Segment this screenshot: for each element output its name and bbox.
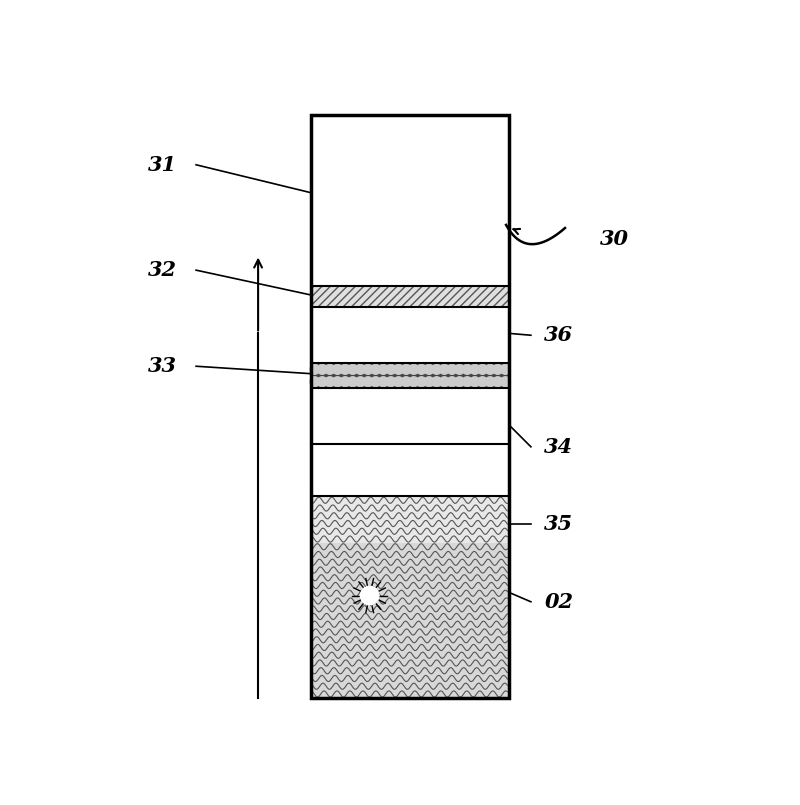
Bar xyxy=(310,308,510,363)
Circle shape xyxy=(432,377,442,386)
Text: 32: 32 xyxy=(147,260,177,280)
Circle shape xyxy=(485,365,495,374)
Circle shape xyxy=(394,365,403,374)
Circle shape xyxy=(462,377,472,386)
Circle shape xyxy=(333,377,342,386)
Circle shape xyxy=(439,377,450,386)
Bar xyxy=(310,388,510,444)
Circle shape xyxy=(424,377,434,386)
Circle shape xyxy=(378,365,388,374)
Circle shape xyxy=(318,377,327,386)
Circle shape xyxy=(454,365,465,374)
Circle shape xyxy=(402,377,411,386)
Circle shape xyxy=(485,377,495,386)
Circle shape xyxy=(424,365,434,374)
Circle shape xyxy=(439,365,450,374)
Circle shape xyxy=(348,377,358,386)
Circle shape xyxy=(348,365,358,374)
Circle shape xyxy=(409,377,418,386)
Circle shape xyxy=(333,365,342,374)
Circle shape xyxy=(325,365,335,374)
Circle shape xyxy=(501,365,510,374)
Circle shape xyxy=(363,377,373,386)
Circle shape xyxy=(417,377,426,386)
Bar xyxy=(310,444,510,497)
Circle shape xyxy=(325,377,335,386)
Bar xyxy=(310,286,510,308)
Bar xyxy=(310,497,510,543)
Circle shape xyxy=(409,365,418,374)
Circle shape xyxy=(386,377,396,386)
Circle shape xyxy=(470,365,480,374)
Circle shape xyxy=(462,365,472,374)
Circle shape xyxy=(355,365,366,374)
Text: 30: 30 xyxy=(600,229,629,250)
Circle shape xyxy=(318,365,327,374)
Text: 02: 02 xyxy=(544,592,574,612)
Circle shape xyxy=(478,377,487,386)
Circle shape xyxy=(447,377,457,386)
Circle shape xyxy=(360,586,379,605)
Circle shape xyxy=(417,365,426,374)
Circle shape xyxy=(493,377,502,386)
Circle shape xyxy=(370,377,381,386)
Circle shape xyxy=(378,377,388,386)
Circle shape xyxy=(501,377,510,386)
Circle shape xyxy=(402,365,411,374)
Text: 34: 34 xyxy=(544,437,574,456)
Circle shape xyxy=(386,365,396,374)
Circle shape xyxy=(432,365,442,374)
Text: 33: 33 xyxy=(147,357,177,376)
Circle shape xyxy=(310,377,319,386)
Circle shape xyxy=(310,365,319,374)
Text: 35: 35 xyxy=(544,514,574,535)
Circle shape xyxy=(470,377,480,386)
Bar xyxy=(310,543,510,698)
Circle shape xyxy=(370,365,381,374)
Circle shape xyxy=(340,365,350,374)
Circle shape xyxy=(363,365,373,374)
Text: 36: 36 xyxy=(544,325,574,345)
Circle shape xyxy=(478,365,487,374)
Bar xyxy=(310,115,510,286)
Circle shape xyxy=(394,377,403,386)
Circle shape xyxy=(454,377,465,386)
Bar xyxy=(310,363,510,388)
Text: 31: 31 xyxy=(147,155,177,175)
Bar xyxy=(310,115,510,698)
Circle shape xyxy=(447,365,457,374)
Circle shape xyxy=(340,377,350,386)
Circle shape xyxy=(355,377,366,386)
Circle shape xyxy=(493,365,502,374)
